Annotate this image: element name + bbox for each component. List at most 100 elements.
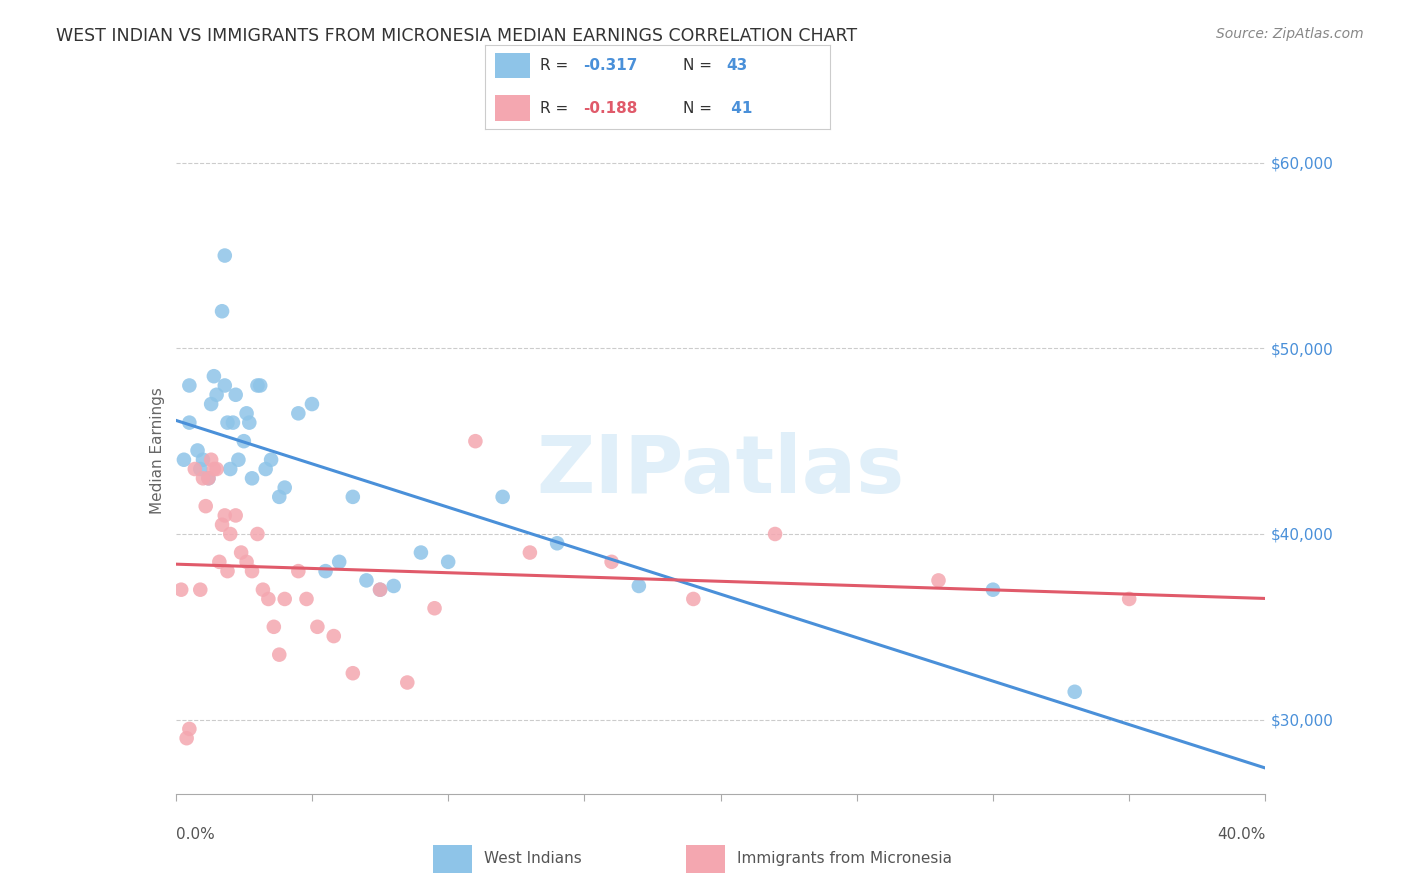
Text: West Indians: West Indians (484, 851, 582, 866)
Text: 41: 41 (725, 101, 752, 116)
Point (225, 508, 247, 523)
Point (301, 397, 323, 411)
Point (222, 416, 245, 430)
Point (682, 591, 704, 606)
Point (274, 481, 297, 495)
Point (186, 443, 209, 458)
Point (252, 582, 274, 597)
Point (176, 731, 198, 746)
Text: Source: ZipAtlas.com: Source: ZipAtlas.com (1216, 27, 1364, 41)
Point (200, 397, 222, 411)
Point (246, 378, 269, 392)
Point (423, 601, 446, 615)
Point (211, 517, 233, 532)
Point (200, 452, 222, 467)
Point (342, 666, 364, 681)
Point (328, 555, 350, 569)
Point (238, 416, 260, 430)
Point (225, 388, 247, 402)
Point (322, 629, 344, 643)
Point (269, 490, 291, 504)
Point (287, 564, 309, 578)
Point (464, 434, 486, 449)
Point (197, 471, 219, 485)
Text: 0.0%: 0.0% (176, 827, 215, 842)
Point (368, 582, 391, 597)
Point (214, 508, 236, 523)
Text: 40.0%: 40.0% (1218, 827, 1265, 842)
Point (315, 564, 337, 578)
Point (928, 574, 950, 588)
Point (368, 582, 391, 597)
Point (179, 416, 201, 430)
Point (396, 675, 419, 690)
Point (231, 545, 253, 559)
Text: 43: 43 (725, 58, 748, 73)
Point (257, 591, 280, 606)
Point (1063, 685, 1085, 699)
Point (228, 452, 250, 467)
Point (235, 555, 257, 569)
Point (179, 378, 201, 392)
Point (437, 555, 460, 569)
Point (214, 248, 236, 262)
Bar (495, 54, 530, 78)
Text: R =: R = (540, 101, 574, 116)
Point (202, 369, 225, 384)
Text: ZIPatlas: ZIPatlas (537, 432, 904, 510)
Text: -0.188: -0.188 (583, 101, 637, 116)
Point (232, 434, 254, 449)
Point (600, 555, 623, 569)
Point (519, 545, 541, 559)
Point (173, 452, 195, 467)
Bar (495, 95, 530, 120)
Point (240, 471, 263, 485)
Point (179, 722, 201, 736)
Point (219, 527, 242, 541)
Point (249, 378, 271, 392)
Text: N =: N = (683, 58, 717, 73)
Y-axis label: Median Earnings: Median Earnings (149, 387, 165, 514)
Point (342, 490, 364, 504)
Text: R =: R = (540, 58, 574, 73)
Point (269, 648, 291, 662)
Point (217, 564, 239, 578)
Point (184, 462, 207, 476)
Point (260, 452, 283, 467)
Bar (686, 845, 725, 872)
Point (240, 564, 263, 578)
Point (202, 462, 225, 476)
Point (274, 591, 297, 606)
Point (191, 452, 214, 467)
Point (356, 574, 378, 588)
Point (205, 388, 228, 402)
Point (546, 536, 568, 550)
Point (217, 416, 239, 430)
Point (170, 582, 193, 597)
Point (307, 620, 329, 634)
Point (627, 579, 650, 593)
Text: Immigrants from Micronesia: Immigrants from Micronesia (737, 851, 952, 866)
Text: -0.317: -0.317 (583, 58, 637, 73)
Bar (433, 845, 472, 872)
Text: WEST INDIAN VS IMMIGRANTS FROM MICRONESIA MEDIAN EARNINGS CORRELATION CHART: WEST INDIAN VS IMMIGRANTS FROM MICRONESI… (56, 27, 858, 45)
Point (263, 620, 285, 634)
Point (188, 462, 211, 476)
Point (409, 545, 432, 559)
Point (254, 462, 277, 476)
Point (214, 378, 236, 392)
Point (188, 582, 211, 597)
Point (211, 304, 233, 318)
Point (981, 582, 1004, 597)
Point (191, 471, 214, 485)
Point (246, 527, 269, 541)
Point (197, 471, 219, 485)
Point (295, 591, 318, 606)
Point (208, 555, 231, 569)
Point (194, 499, 217, 513)
Text: N =: N = (683, 101, 717, 116)
Point (763, 527, 786, 541)
Point (382, 579, 405, 593)
Point (219, 462, 242, 476)
Point (1118, 591, 1140, 606)
